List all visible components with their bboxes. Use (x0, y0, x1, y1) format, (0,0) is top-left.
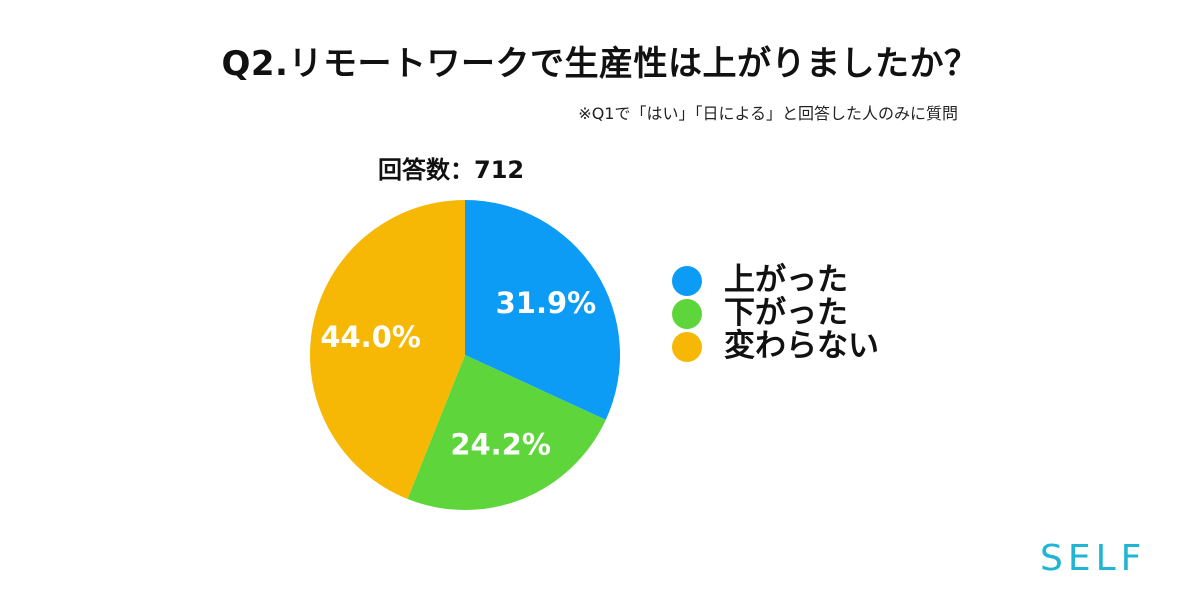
pie-slice-unchanged (310, 200, 465, 499)
legend-swatch-up (672, 265, 702, 296)
legend-label-up: 上がった (724, 262, 848, 298)
slice-label-down: 24.2% (450, 427, 551, 461)
slice-label-up: 31.9% (496, 286, 597, 320)
legend-item-up: 上がった (672, 264, 879, 297)
legend-swatch-down (672, 298, 702, 329)
legend-label-down: 下がった (724, 295, 848, 331)
slice-label-unchanged: 44.0% (320, 320, 421, 354)
pie-slice-down (407, 355, 606, 510)
pie-slice-up (465, 200, 620, 420)
legend-item-unchanged: 変わらない (672, 330, 879, 363)
pie-chart: 31.9% 24.2% 44.0% (310, 200, 620, 510)
self-logo: SELF (1040, 538, 1147, 579)
legend-item-down: 下がった (672, 297, 879, 330)
legend-swatch-unchanged (672, 331, 702, 362)
legend-label-unchanged: 変わらない (724, 328, 879, 364)
response-count: 回答数：712 (378, 156, 525, 184)
chart-title: Q2.リモートワークで生産性は上がりましたか？ (221, 44, 979, 84)
survey-note: ※Q1で「はい」「日による」と回答した人のみに質問 (578, 104, 958, 123)
legend: 上がった 下がった 変わらない (672, 264, 879, 363)
